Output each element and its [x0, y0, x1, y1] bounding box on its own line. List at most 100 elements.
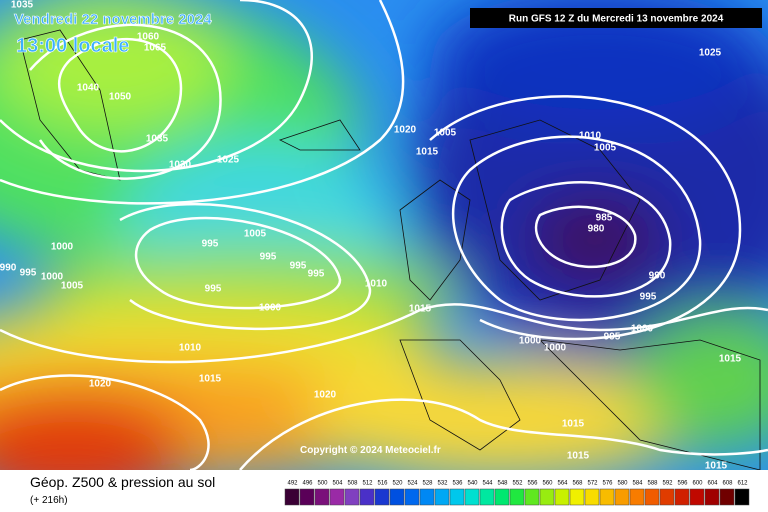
scale-label: 524: [407, 481, 418, 487]
scale-swatch: [479, 488, 495, 506]
isobar-label: 1065: [144, 43, 167, 54]
isobar-label: 1005: [594, 143, 617, 154]
scale-label: 492: [287, 481, 298, 487]
scale-swatch: [584, 488, 600, 506]
scale-swatch: [674, 488, 690, 506]
scale-label: 552: [512, 481, 523, 487]
isobar-label: 1005: [244, 229, 267, 240]
isobar-label: 1005: [434, 128, 457, 139]
isobar-label: 1015: [567, 451, 590, 462]
isobar-label: 980: [588, 224, 605, 235]
scale-swatch: [629, 488, 645, 506]
isobar-label: 1015: [199, 374, 222, 385]
scale-label: 520: [392, 481, 403, 487]
scale-label: 528: [422, 481, 433, 487]
scale-label: 608: [722, 481, 733, 487]
scale-swatch: [719, 488, 735, 506]
scale-label: 500: [317, 481, 328, 487]
isobar-label: 1025: [217, 155, 240, 166]
scale-swatch: [599, 488, 615, 506]
scale-label: 536: [452, 481, 463, 487]
scale-swatch: [509, 488, 525, 506]
isobar-label: 1010: [179, 343, 202, 354]
scale-swatch: [614, 488, 630, 506]
scale-label: 588: [647, 481, 658, 487]
scale-swatch: [644, 488, 660, 506]
scale-swatch: [494, 488, 510, 506]
scale-label: 496: [302, 481, 313, 487]
scale-swatch: [344, 488, 360, 506]
isobar-label: 1050: [109, 92, 132, 103]
scale-swatch: [539, 488, 555, 506]
scale-label: 604: [707, 481, 718, 487]
run-info: Run GFS 12 Z du Mercredi 13 novembre 202…: [509, 14, 724, 25]
scale-swatch: [704, 488, 720, 506]
isobar-label: 1000: [519, 336, 542, 347]
scale-swatch: [659, 488, 675, 506]
isobar-label: 1030: [169, 160, 192, 171]
isobar-label: 1005: [61, 281, 84, 292]
isobar-label: 1015: [719, 354, 742, 365]
scale-swatch: [389, 488, 405, 506]
scale-label: 548: [497, 481, 508, 487]
isobar-label: 1060: [137, 32, 160, 43]
scale-label: 540: [467, 481, 478, 487]
scale-swatch: [434, 488, 450, 506]
isobar-label: 995: [202, 239, 219, 250]
isobar-label: 1000: [631, 324, 654, 335]
isobar-label: 1010: [365, 279, 388, 290]
isobar-label: 1000: [544, 343, 567, 354]
isobar-label: 1020: [89, 379, 112, 390]
scale-swatch: [329, 488, 345, 506]
scale-label: 580: [617, 481, 628, 487]
scale-swatch: [359, 488, 375, 506]
scale-swatch: [404, 488, 420, 506]
scale-label: 576: [602, 481, 613, 487]
isobar-label: 1040: [77, 83, 100, 94]
scale-label: 556: [527, 481, 538, 487]
isobar-label: 990: [649, 271, 666, 282]
scale-swatch: [689, 488, 705, 506]
isobar-label: 1025: [699, 48, 722, 59]
isobar-label: 995: [20, 268, 37, 279]
legend-title: Géop. Z500 & pression au sol: [30, 474, 215, 490]
isobar-label: 1035: [146, 134, 169, 145]
scale-label: 592: [662, 481, 673, 487]
isobar-label: 1015: [409, 304, 432, 315]
scale-swatch: [299, 488, 315, 506]
scale-label: 572: [587, 481, 598, 487]
scale-label: 560: [542, 481, 553, 487]
isobar-label: 985: [596, 213, 613, 224]
scale-label: 512: [362, 481, 373, 487]
scale-label: 600: [692, 481, 703, 487]
scale-swatch: [284, 488, 300, 506]
scale-swatch: [524, 488, 540, 506]
isobar-label: 995: [260, 252, 277, 263]
isobar-label: 1015: [416, 147, 439, 158]
scale-label: 504: [332, 481, 343, 487]
scale-swatch: [449, 488, 465, 506]
scale-label: 544: [482, 481, 493, 487]
scale-swatch: [374, 488, 390, 506]
valid-date: Vendredi 22 novembre 2024: [14, 11, 212, 28]
isobar-label: 1015: [705, 461, 728, 472]
scale-swatch: [734, 488, 750, 506]
forecast-hour: (+ 216h): [30, 495, 68, 506]
isobar-label: 1000: [51, 242, 74, 253]
isobar-label: 1015: [562, 419, 585, 430]
scale-swatch: [569, 488, 585, 506]
isobar-label: 1020: [314, 390, 337, 401]
color-scale: 492 496 500 504 508 512 516 520 524 528 532 536 540 5…: [284, 481, 750, 506]
scale-label: 516: [377, 481, 388, 487]
isobar-label: 995: [604, 332, 621, 343]
scale-label: 508: [347, 481, 358, 487]
copyright: Copyright © 2024 Meteociel.fr: [300, 445, 441, 456]
scale-swatch: [314, 488, 330, 506]
isobar-label: 1000: [41, 272, 64, 283]
isobar-label: 1035: [11, 0, 34, 11]
isobar-label: 995: [308, 269, 325, 280]
scale-label: 532: [437, 481, 448, 487]
scale-label: 612: [737, 481, 748, 487]
